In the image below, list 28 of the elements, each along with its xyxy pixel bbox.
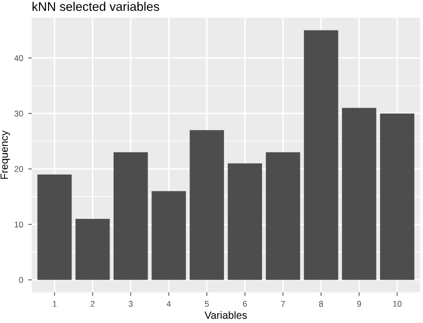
bar [266,152,300,280]
y-tick-label: 30 [14,110,24,117]
x-tick-label: 5 [204,300,209,307]
x-tick-label: 7 [281,300,285,307]
bar [380,113,414,280]
y-tick-label: 20 [14,166,24,172]
x-tick-label: 8 [319,300,324,307]
y-axis-title: Frequency [0,130,10,179]
bar [114,152,148,280]
x-tick-label: 9 [357,300,362,307]
y-tick-label: 40 [14,55,24,62]
x-tick-label: 4 [166,300,171,307]
x-tick-label: 6 [243,300,247,307]
bar [190,130,224,280]
x-tick-label: 10 [393,300,402,307]
x-tick-label: 3 [128,300,133,307]
x-tick-label: 1 [52,300,56,307]
y-tick-label: 0 [19,277,24,283]
bar [228,163,262,280]
bar [304,30,338,280]
y-tick-label: 10 [14,222,24,228]
bar [342,108,376,280]
bar [152,191,186,280]
bar [76,218,110,280]
x-tick-label: 2 [90,300,95,307]
x-axis-title: Variables [204,311,247,319]
chart-title: kNN selected variables [32,2,160,11]
bar [37,174,72,280]
